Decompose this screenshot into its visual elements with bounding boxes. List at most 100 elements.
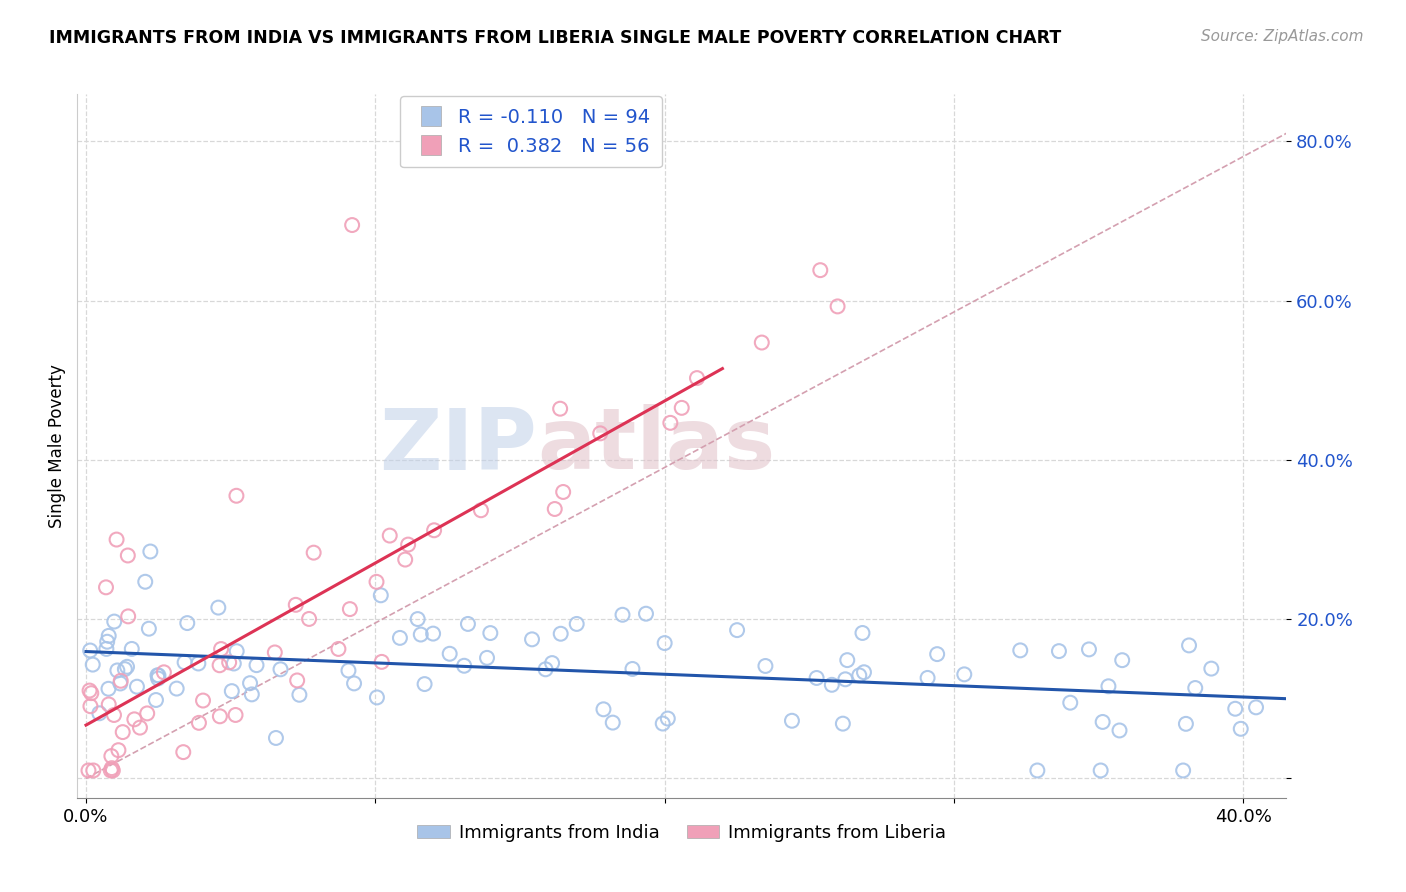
Point <box>453 658 475 673</box>
Point <box>172 745 194 759</box>
Point <box>89 706 111 721</box>
Y-axis label: Single Male Poverty: Single Male Poverty <box>48 364 66 528</box>
Point <box>621 662 644 676</box>
Point <box>110 673 132 688</box>
Point <box>207 600 229 615</box>
Text: ZIP: ZIP <box>380 404 537 488</box>
Point <box>1225 702 1247 716</box>
Point <box>166 681 188 696</box>
Point <box>117 549 139 563</box>
Text: atlas: atlas <box>537 404 775 488</box>
Point <box>592 702 614 716</box>
Point <box>339 602 361 616</box>
Point <box>423 523 446 537</box>
Point <box>222 657 245 671</box>
Point <box>654 636 676 650</box>
Point <box>79 643 101 657</box>
Point <box>270 662 292 676</box>
Point <box>475 651 498 665</box>
Point <box>686 371 709 385</box>
Point <box>101 761 124 775</box>
Point <box>298 612 321 626</box>
Point <box>187 715 209 730</box>
Point <box>77 764 100 778</box>
Point <box>751 335 773 350</box>
Point <box>831 716 853 731</box>
Point <box>806 671 828 685</box>
Point <box>208 658 231 673</box>
Point <box>82 764 104 778</box>
Point <box>225 644 247 658</box>
Point <box>240 687 263 701</box>
Point <box>221 684 243 698</box>
Point <box>191 693 214 707</box>
Point <box>1178 639 1201 653</box>
Point <box>146 668 169 682</box>
Point <box>218 656 240 670</box>
Point <box>103 708 125 723</box>
Point <box>370 588 392 602</box>
Point <box>79 683 101 698</box>
Point <box>302 546 325 560</box>
Point <box>852 665 875 680</box>
Point <box>96 634 118 648</box>
Point <box>548 401 571 416</box>
Point <box>100 764 122 778</box>
Point <box>550 626 572 640</box>
Point <box>602 715 624 730</box>
Point <box>1229 722 1251 736</box>
Point <box>388 631 411 645</box>
Point <box>589 426 612 441</box>
Point <box>100 749 122 764</box>
Point <box>153 665 176 680</box>
Point <box>834 673 856 687</box>
Point <box>107 743 129 757</box>
Point <box>340 218 363 232</box>
Point <box>821 678 844 692</box>
Point <box>1111 653 1133 667</box>
Point <box>1244 700 1267 714</box>
Point <box>187 657 209 671</box>
Point <box>114 662 136 676</box>
Point <box>534 662 557 676</box>
Point <box>111 725 134 739</box>
Point <box>1047 644 1070 658</box>
Point <box>129 721 152 735</box>
Point <box>103 615 125 629</box>
Point <box>470 503 492 517</box>
Point <box>328 642 350 657</box>
Point <box>145 693 167 707</box>
Point <box>79 699 101 714</box>
Point <box>263 645 285 659</box>
Point <box>1174 716 1197 731</box>
Point <box>394 552 416 566</box>
Point <box>96 642 118 657</box>
Point <box>97 681 120 696</box>
Point <box>173 656 195 670</box>
Point <box>80 686 103 700</box>
Point <box>671 401 693 415</box>
Point <box>1097 679 1119 693</box>
Point <box>124 712 146 726</box>
Point <box>139 544 162 558</box>
Point <box>612 607 634 622</box>
Point <box>917 671 939 685</box>
Point <box>378 528 401 542</box>
Point <box>146 672 169 686</box>
Point <box>780 714 803 728</box>
Point <box>264 731 287 745</box>
Point <box>115 660 138 674</box>
Point <box>82 657 104 672</box>
Point <box>396 538 419 552</box>
Point <box>953 667 976 681</box>
Point <box>208 709 231 723</box>
Point <box>1078 642 1101 657</box>
Point <box>288 688 311 702</box>
Point <box>848 668 870 682</box>
Point <box>1010 643 1032 657</box>
Point <box>1201 662 1223 676</box>
Point <box>125 680 148 694</box>
Point <box>366 690 388 705</box>
Point <box>176 616 198 631</box>
Point <box>406 612 429 626</box>
